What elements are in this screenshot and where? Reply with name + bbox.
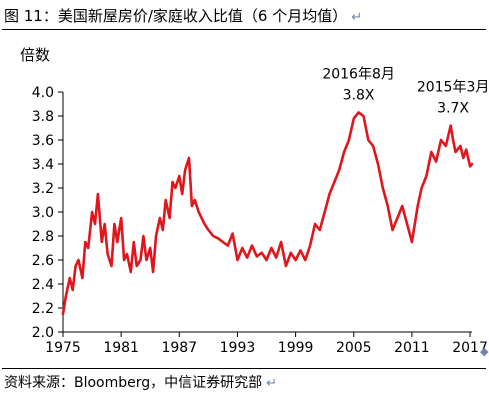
y-tick-label: 4.0 (32, 85, 54, 101)
annotation-label: 2015年3月 (417, 80, 489, 96)
x-tick-label: 1981 (103, 340, 139, 356)
return-mark-icon: ↵ (266, 376, 278, 391)
source-text: 资料来源：Bloomberg，中信证券研究部 (4, 375, 263, 391)
x-tick-label: 1975 (45, 340, 81, 356)
y-tick-label: 2.4 (32, 277, 54, 293)
annotation-label: 3.8X (343, 87, 375, 103)
figure-title: 图 11：美国新屋房价/家庭收入比值（6 个月均值） ↵ (4, 4, 482, 28)
figure-title-text: 图 11：美国新屋房价/家庭收入比值（6 个月均值） (4, 7, 348, 25)
x-tick-label: 1993 (220, 340, 256, 356)
y-tick-label: 3.2 (32, 181, 54, 197)
y-axis-label: 倍数 (20, 46, 51, 64)
x-tick-label: 2005 (336, 340, 372, 356)
x-tick-label: 2011 (394, 340, 430, 356)
y-tick-label: 3.8 (32, 109, 54, 125)
y-tick-label: 2.2 (32, 301, 54, 317)
return-mark-icon: ↵ (351, 10, 363, 25)
bottom-rule (2, 368, 486, 369)
y-tick-label: 3.6 (32, 133, 54, 149)
top-rule (2, 29, 486, 30)
side-marker-icon: ◆ (480, 345, 489, 358)
y-tick-label: 3.4 (32, 157, 54, 173)
y-tick-label: 2.6 (32, 253, 54, 269)
line-chart: 2.0 2.2 2.4 2.6 2.8 3.0 3.2 3.4 3.6 3.8 4.0 1975 198… (32, 66, 489, 356)
annotation-label: 2016年8月 (322, 66, 395, 82)
y-tick-label: 3.0 (32, 205, 54, 221)
x-tick-label: 2017 (452, 340, 488, 356)
x-tick-label: 1987 (161, 340, 197, 356)
x-tick-label: 1999 (278, 340, 314, 356)
source-note: 资料来源：Bloomberg，中信证券研究部 ↵ (4, 371, 484, 395)
y-tick-label: 2.0 (32, 325, 54, 341)
annotation-label: 3.7X (437, 101, 469, 117)
y-tick-label: 2.8 (32, 229, 54, 245)
series-line (61, 111, 474, 316)
